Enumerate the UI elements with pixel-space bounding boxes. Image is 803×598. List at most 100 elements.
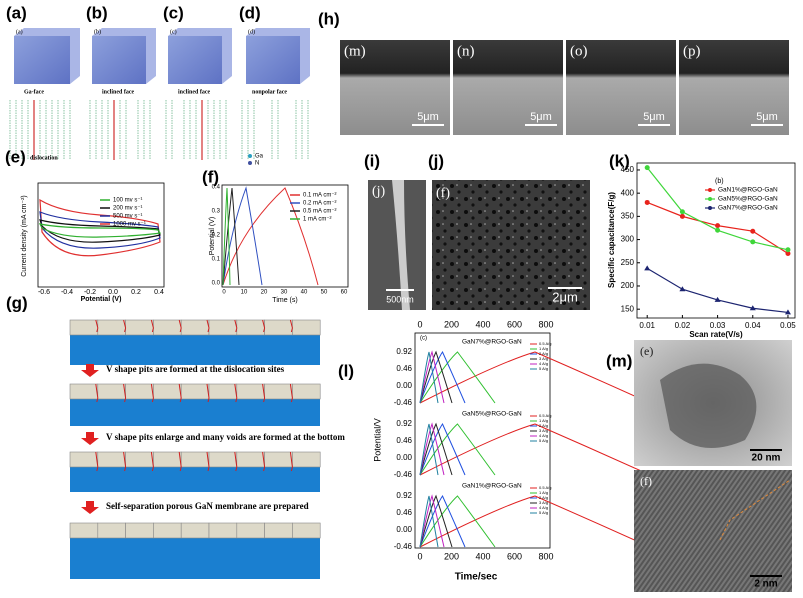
gan-block	[69, 383, 99, 400]
x-tick-label: 0.2	[131, 289, 141, 296]
pit	[206, 383, 210, 403]
panel-a-d: (a) (b) (c) (d) (a) (b) (c) (d) Ga-face …	[6, 3, 310, 167]
legend-text: 0.2 mA cm⁻²	[303, 201, 337, 207]
gan-block	[292, 319, 321, 336]
step-text: V shape pits are formed at the dislocati…	[106, 364, 285, 374]
sem-feature	[392, 180, 410, 310]
x-tick-label: 200	[444, 319, 459, 329]
gan-block	[125, 522, 154, 539]
gan-block	[97, 522, 126, 539]
y-tick-label: 0.00	[396, 453, 412, 462]
x-axis-label: Time/sec	[455, 572, 498, 583]
panel-label: (d)	[239, 3, 261, 22]
step-text: V shape pits enlarge and many voids are …	[106, 432, 345, 442]
y-tick-label: 300	[621, 235, 635, 244]
x-tick-label: 800	[538, 551, 553, 561]
panel-label: (f)	[202, 167, 219, 186]
marker	[679, 286, 686, 292]
marker	[679, 209, 685, 215]
panel-label: (j)	[428, 151, 444, 170]
sem-image	[453, 40, 563, 135]
atom-lattice	[9, 100, 309, 160]
gan-block	[180, 451, 210, 468]
face-label: nonpolar face	[252, 89, 287, 95]
gan-block	[236, 522, 265, 539]
gcd-curve	[419, 423, 439, 476]
gan-block	[236, 383, 265, 400]
gan-block	[208, 451, 238, 468]
scale-text: 5μm	[530, 111, 552, 123]
y-tick-label: 450	[621, 165, 635, 174]
gan-block	[292, 451, 321, 468]
x-tick-label: 0	[417, 319, 422, 329]
y-tick-label: 0.00	[396, 381, 412, 390]
marker	[785, 250, 791, 256]
marker	[644, 165, 650, 171]
panel-label: (b)	[86, 3, 108, 22]
x-tick-label: 0.0	[108, 289, 118, 296]
legend-marker	[708, 188, 712, 192]
inner-label: (f)	[640, 474, 652, 488]
y-axis-label: Potential/V	[372, 418, 382, 462]
x-axis-label: Potential (V)	[81, 296, 122, 303]
scale-text: 5μm	[756, 111, 778, 123]
gan-block	[264, 522, 293, 539]
x-tick-label: -0.6	[38, 289, 50, 296]
legend-text: 100 mv s⁻¹	[113, 198, 143, 204]
panel-label: (h)	[318, 9, 340, 28]
gan-block	[153, 383, 182, 400]
gan-block	[180, 522, 210, 539]
gan-block	[97, 319, 126, 336]
atom-key	[248, 161, 252, 165]
marker	[715, 227, 721, 233]
pit	[123, 383, 127, 403]
pit	[150, 319, 154, 333]
x-axis-label: Scan rate(V/s)	[689, 330, 743, 339]
legend-text: 1 mA cm⁻²	[303, 217, 332, 223]
gcd-curve	[419, 494, 445, 548]
legend-text: 4 A/g	[539, 433, 548, 438]
sem-image	[340, 40, 450, 135]
gan-block	[264, 319, 293, 336]
y-tick-label: 0.46	[396, 436, 412, 445]
x-tick-label: 800	[538, 319, 553, 329]
scale-text: 2 nm	[754, 579, 777, 590]
x-tick-label: 10	[241, 290, 248, 296]
plot-frame	[414, 332, 551, 549]
gcd-curve	[419, 423, 496, 476]
inner-label: (p)	[683, 43, 701, 59]
pit	[289, 383, 293, 403]
marker	[644, 265, 651, 271]
gcd-curve	[419, 495, 496, 548]
pit	[262, 319, 266, 333]
gan-block	[208, 319, 238, 336]
panel-label: (g)	[6, 293, 28, 312]
gan-block	[153, 451, 182, 468]
legend-text: 0.5 A/g	[539, 485, 551, 490]
legend-text: 1 A/g	[539, 418, 548, 423]
inner-label: (b)	[94, 28, 101, 35]
x-tick-label: 0	[417, 551, 422, 561]
x-tick-label: 0	[222, 290, 226, 296]
inner-label: (b)	[715, 178, 724, 185]
y-tick-label: 0.92	[396, 491, 412, 500]
gcd-curve	[419, 422, 453, 476]
atom-label: N	[255, 161, 259, 167]
gan-block	[69, 319, 99, 336]
x-tick-label: 400	[475, 319, 490, 329]
pit	[206, 319, 210, 333]
marker	[749, 305, 756, 311]
gan-block	[180, 383, 210, 400]
y-axis-label: Specific capacitance(F/g)	[607, 192, 616, 288]
panel-l: (l) (c) Potential/V Time/sec 0 0 200 200 400…	[338, 319, 651, 583]
y-tick-label: 0.46	[396, 508, 412, 517]
gcd-curve	[419, 422, 445, 476]
y-tick-label: 0.1	[212, 257, 221, 263]
y-tick-label: -0.46	[394, 470, 413, 479]
face-label: inclined face	[178, 89, 210, 95]
pit	[150, 383, 154, 403]
pit	[178, 451, 182, 472]
plot-frame	[636, 162, 796, 319]
pit	[234, 451, 238, 472]
cubes	[14, 28, 310, 84]
